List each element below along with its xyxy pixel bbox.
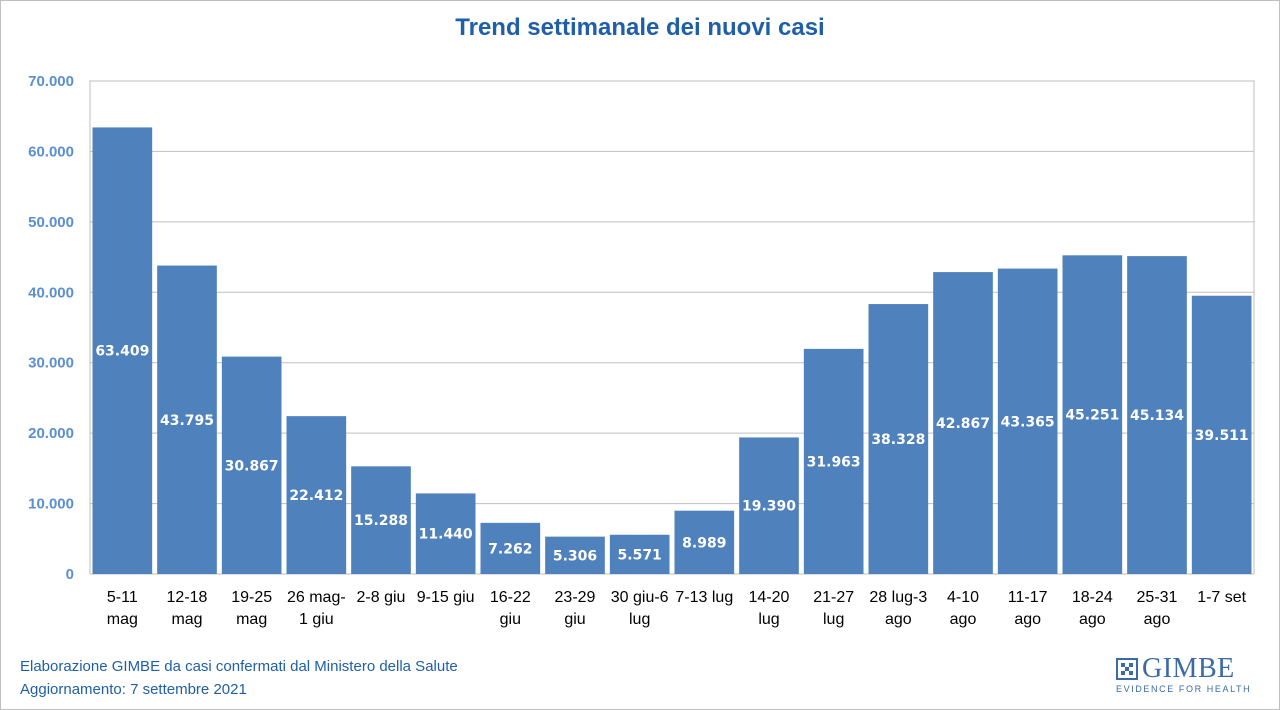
bar	[92, 127, 153, 575]
x-tick-label: ago	[1079, 611, 1106, 628]
bar	[1191, 295, 1252, 574]
x-tick-label: 28 lug-3	[869, 589, 927, 606]
bar	[933, 272, 993, 574]
y-tick-label: 50.000	[28, 214, 74, 231]
x-tick-label: 21-27	[813, 589, 854, 606]
x-tick-label: lug	[758, 611, 779, 628]
x-tick-label: 2-8 giu	[357, 589, 406, 606]
data-label: 43.365	[1001, 414, 1055, 430]
data-label: 8.989	[682, 535, 726, 551]
data-label: 19.390	[742, 499, 796, 515]
bar	[351, 466, 411, 574]
bars	[92, 127, 1252, 575]
bar	[803, 348, 864, 574]
x-tick-label: 11-17	[1008, 589, 1048, 606]
x-tick-label: 19-25	[231, 589, 272, 606]
x-tick-label: 23-29	[555, 589, 596, 606]
chart-title: Trend settimanale dei nuovi casi	[455, 14, 825, 41]
x-tick-label: ago	[950, 611, 977, 628]
x-tick-label: 4-10	[947, 589, 979, 606]
x-axis-labels: 5-11 mag 12-18 mag 19-25 mag 26 mag- 1 giu 2-8 g…	[107, 589, 1247, 628]
bar	[1127, 256, 1187, 574]
bar	[480, 522, 541, 574]
x-tick-label: ago	[885, 611, 912, 628]
data-label: 30.867	[225, 458, 279, 474]
x-tick-label: 14-20	[749, 589, 790, 606]
data-label: 42.867	[936, 416, 990, 432]
x-tick-label: 9-15 giu	[417, 589, 475, 606]
x-tick-label: mag	[236, 611, 267, 628]
bar	[609, 534, 670, 574]
bar	[157, 265, 217, 574]
logo-name: GIMBE	[1142, 653, 1235, 684]
bar	[221, 356, 282, 574]
x-tick-label: 5-11	[107, 589, 138, 606]
grid-logo-icon	[1116, 658, 1138, 680]
x-tick-label: lug	[629, 611, 650, 628]
data-label: 5.571	[618, 547, 662, 563]
x-tick-label: giu	[500, 611, 521, 628]
data-labels: 63.409 43.795 30.867 22.412 15.288 11.440 7.26…	[95, 344, 1248, 565]
x-tick-label: ago	[1014, 611, 1041, 628]
x-tick-label: mag	[171, 611, 202, 628]
data-label: 7.262	[488, 541, 532, 557]
bar	[739, 437, 799, 574]
x-tick-label: giu	[564, 611, 585, 628]
x-tick-label: 25-31	[1137, 589, 1178, 606]
data-label: 43.795	[160, 413, 214, 429]
bar	[415, 493, 476, 574]
plot-area-border	[89, 80, 1255, 575]
data-label: 11.440	[419, 527, 473, 543]
y-tick-label: 30.000	[28, 355, 74, 372]
x-tick-label: ago	[1144, 611, 1171, 628]
x-tick-label: 30 giu-6	[611, 589, 669, 606]
x-tick-label: 12-18	[167, 589, 208, 606]
gridlines	[89, 80, 1255, 575]
x-tick-label: 7-13 lug	[675, 589, 733, 606]
footer-source: Elaborazione GIMBE da casi confermati da…	[20, 658, 458, 675]
y-tick-label: 40.000	[28, 284, 74, 301]
logo-tagline: EVIDENCE FOR HEALTH	[1116, 684, 1252, 694]
x-tick-label: 18-24	[1072, 589, 1113, 606]
y-tick-label: 60.000	[28, 143, 74, 160]
data-label: 15.288	[354, 513, 408, 529]
footer-update: Aggiornamento: 7 settembre 2021	[20, 681, 247, 698]
bar	[1062, 255, 1123, 575]
bar	[674, 510, 735, 574]
data-label: 31.963	[807, 454, 861, 470]
data-label: 39.511	[1195, 428, 1249, 444]
y-tick-label: 20.000	[28, 425, 74, 442]
data-label: 63.409	[95, 344, 149, 360]
y-tick-label: 0	[66, 566, 74, 583]
data-label: 38.328	[871, 432, 925, 448]
data-label: 45.134	[1130, 408, 1184, 424]
x-tick-label: 26 mag-	[287, 589, 346, 606]
bar	[997, 268, 1058, 574]
bar	[286, 416, 347, 574]
x-tick-label: mag	[107, 611, 138, 628]
x-tick-label: 1-7 set	[1197, 589, 1246, 606]
x-tick-label: lug	[823, 611, 844, 628]
data-label: 22.412	[289, 488, 343, 504]
x-tick-label: 16-22	[490, 589, 531, 606]
data-label: 45.251	[1065, 408, 1119, 424]
gimbe-logo: GIMBE EVIDENCE FOR HEALTH	[1116, 655, 1256, 694]
y-axis-ticks: 0 10.000 20.000 30.000 40.000 50.000 60.000 70.…	[28, 73, 74, 583]
data-label: 5.306	[553, 548, 597, 564]
y-tick-label: 10.000	[28, 496, 74, 513]
y-tick-label: 70.000	[28, 73, 74, 90]
bar	[868, 304, 929, 574]
bar	[545, 536, 605, 574]
x-tick-label: 1 giu	[299, 611, 334, 628]
